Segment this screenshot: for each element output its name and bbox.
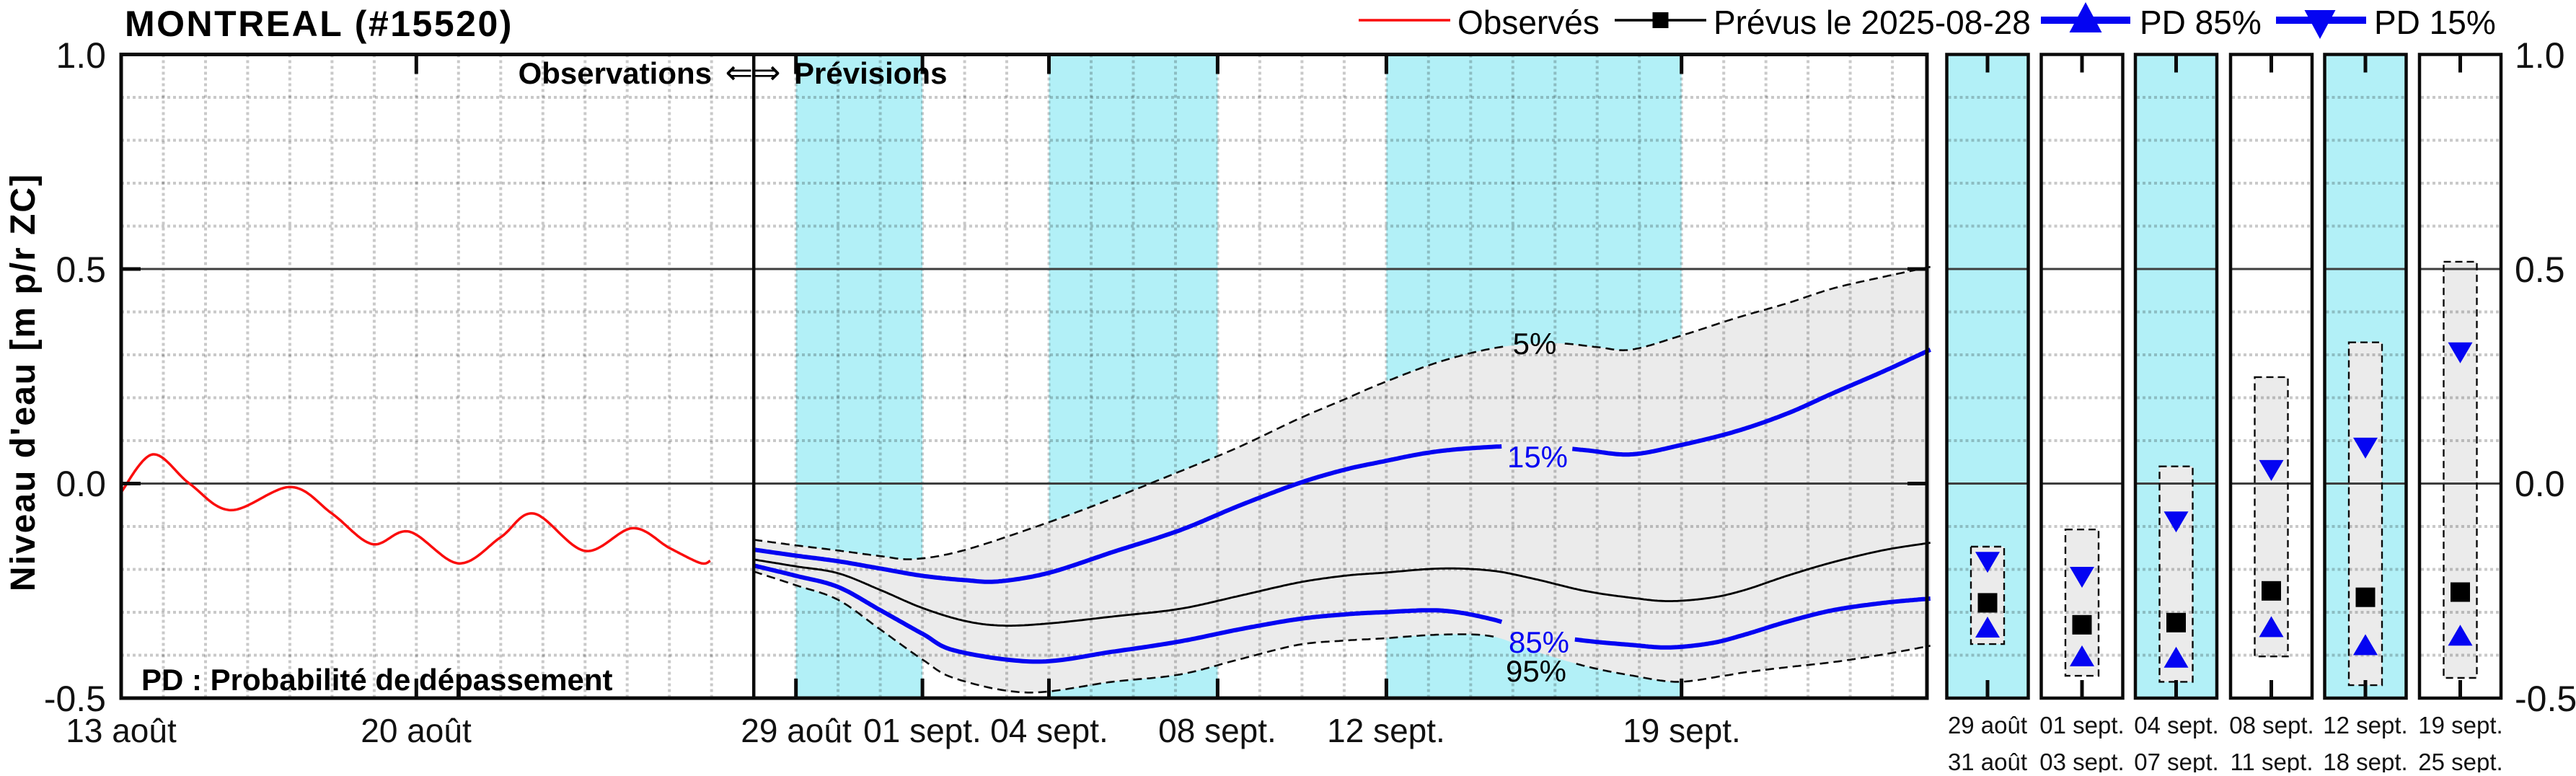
svg-text:15%: 15% (1507, 440, 1568, 474)
svg-text:PD 15%: PD 15% (2374, 4, 2496, 41)
svg-text:0.5: 0.5 (2515, 250, 2565, 290)
svg-text:04 sept.: 04 sept. (2134, 712, 2218, 738)
svg-text:04 sept.: 04 sept. (990, 712, 1108, 749)
svg-text:⇐⇒: ⇐⇒ (725, 53, 780, 91)
svg-text:01 sept.: 01 sept. (863, 712, 982, 749)
svg-text:Niveau d'eau [m p/r ZC]: Niveau d'eau [m p/r ZC] (4, 173, 43, 591)
svg-text:Observés: Observés (1457, 4, 1600, 41)
svg-text:29 août: 29 août (741, 712, 852, 749)
svg-text:95%: 95% (1506, 654, 1566, 688)
svg-text:03 sept.: 03 sept. (2039, 749, 2124, 772)
svg-text:12 sept.: 12 sept. (1327, 712, 1445, 749)
svg-text:PD : Probabilité de dépassemen: PD : Probabilité de dépassement (141, 663, 613, 697)
svg-text:5%: 5% (1513, 327, 1557, 361)
svg-text:31 août: 31 août (1948, 749, 2027, 772)
svg-text:MONTREAL (#15520): MONTREAL (#15520) (125, 4, 513, 44)
svg-text:18 sept.: 18 sept. (2323, 749, 2407, 772)
svg-text:07 sept.: 07 sept. (2134, 749, 2218, 772)
svg-text:29 août: 29 août (1948, 712, 2027, 738)
svg-text:01 sept.: 01 sept. (2039, 712, 2124, 738)
svg-text:13 août: 13 août (66, 712, 177, 749)
svg-text:1.0: 1.0 (56, 35, 106, 76)
svg-text:0.0: 0.0 (56, 464, 106, 504)
svg-text:85%: 85% (1509, 625, 1569, 659)
svg-text:Observations: Observations (519, 56, 712, 90)
svg-text:PD 85%: PD 85% (2140, 4, 2262, 41)
svg-text:08 sept.: 08 sept. (2229, 712, 2313, 738)
svg-text:11 sept.: 11 sept. (2231, 749, 2313, 772)
svg-text:-0.5: -0.5 (44, 679, 106, 719)
svg-text:12 sept.: 12 sept. (2323, 712, 2407, 738)
svg-text:19 sept.: 19 sept. (1623, 712, 1741, 749)
svg-text:25 sept.: 25 sept. (2418, 749, 2502, 772)
svg-text:0.0: 0.0 (2515, 464, 2565, 504)
svg-text:1.0: 1.0 (2515, 35, 2565, 76)
svg-text:0.5: 0.5 (56, 250, 106, 290)
svg-text:-0.5: -0.5 (2515, 679, 2576, 719)
svg-text:19 sept.: 19 sept. (2418, 712, 2502, 738)
svg-text:08 sept.: 08 sept. (1158, 712, 1276, 749)
svg-text:20 août: 20 août (361, 712, 472, 749)
svg-text:Prévisions: Prévisions (794, 56, 947, 90)
svg-text:Prévus le 2025-08-28: Prévus le 2025-08-28 (1713, 4, 2031, 41)
